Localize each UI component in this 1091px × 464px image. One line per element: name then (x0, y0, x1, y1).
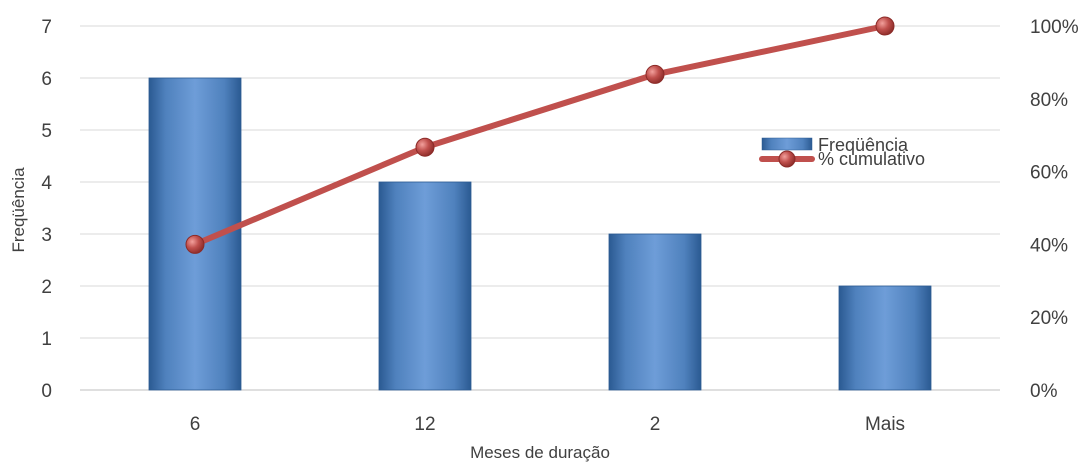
legend-item-line: % cumulativo (759, 149, 925, 169)
y2-tick-label: 60% (1030, 163, 1068, 184)
y-tick-label: 2 (41, 277, 52, 298)
y2-tick-label: 40% (1030, 235, 1068, 256)
x-axis: 6 12 2 Mais (190, 414, 905, 435)
cumulative-line-path (192, 23, 888, 248)
cumulative-line (185, 16, 895, 254)
line-point (645, 64, 665, 84)
y-tick-label: 5 (41, 121, 52, 142)
x-tick-label: 6 (190, 414, 201, 435)
x-tick-label: 2 (650, 414, 661, 435)
legend: Freqüência % cumulativo (759, 135, 925, 169)
line-point (415, 137, 435, 157)
x-axis-title: Meses de duração (470, 443, 610, 462)
bar (838, 285, 932, 391)
y-tick-label: 7 (41, 17, 52, 38)
x-tick-label: Mais (865, 414, 905, 435)
bars (148, 77, 932, 391)
y-tick-label: 0 (41, 381, 52, 402)
y-tick-label: 4 (41, 173, 52, 194)
legend-line-marker (778, 150, 796, 168)
legend-label-bar: Freqüência (818, 135, 909, 155)
y-tick-label: 3 (41, 225, 52, 246)
line-point (875, 16, 895, 36)
y2-tick-label: 80% (1030, 90, 1068, 111)
y-tick-label: 1 (41, 329, 52, 350)
legend-label-line: % cumulativo (818, 149, 925, 169)
y-tick-label: 6 (41, 69, 52, 90)
x-tick-label: 12 (414, 414, 435, 435)
bar (378, 181, 472, 391)
y2-tick-label: 0% (1030, 381, 1058, 402)
legend-item-bar: Freqüência (761, 135, 909, 155)
line-point (185, 234, 205, 254)
y-axis-title: Freqüência (9, 167, 28, 253)
y-axis-right: 0% 20% 40% 60% 80% 100% (1030, 17, 1079, 402)
y2-tick-label: 20% (1030, 308, 1068, 329)
bar (608, 233, 702, 391)
legend-bar-swatch (761, 137, 813, 151)
y-axis-left: 0 1 2 3 4 5 6 7 (41, 17, 52, 402)
y2-tick-label: 100% (1030, 17, 1079, 38)
